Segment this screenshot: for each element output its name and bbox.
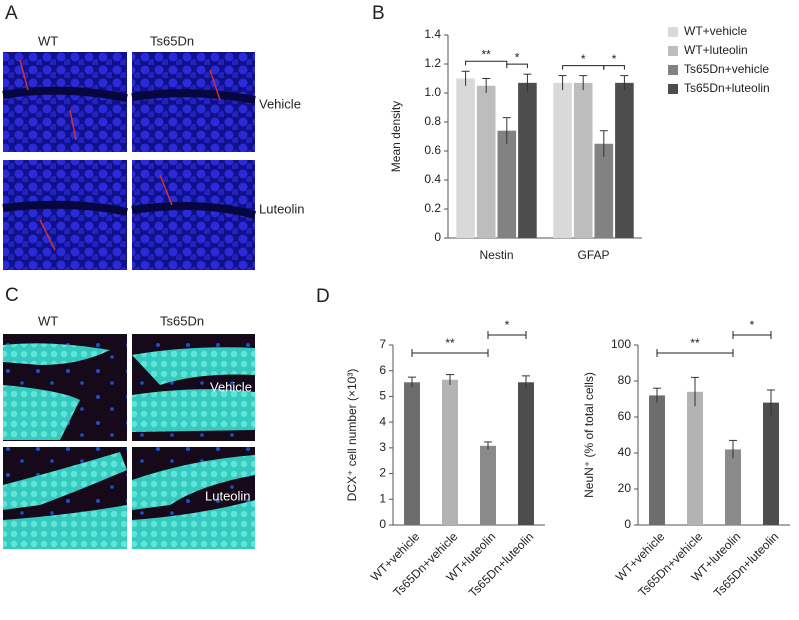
legend-label: Ts65Dn+vehicle: [684, 62, 769, 76]
y-tick-label: 0.6: [424, 143, 441, 157]
legend-swatch: [668, 84, 678, 94]
panel-letter: C: [5, 285, 19, 306]
significance-label: **: [445, 336, 455, 350]
row-label: Vehicle: [259, 96, 301, 111]
y-axis-label: Mean density: [389, 101, 403, 172]
y-tick-label: 0.4: [424, 172, 441, 186]
significance-label: *: [750, 318, 755, 332]
legend-label: WT+luteolin: [684, 43, 748, 57]
legend-label: WT+vehicle: [684, 24, 747, 38]
y-tick-label: 0.8: [424, 114, 441, 128]
y-tick-label: 1.4: [424, 27, 441, 41]
column-label: WT: [38, 33, 58, 48]
bar: [476, 85, 496, 238]
significance-label: *: [515, 50, 520, 64]
significance-bracket: [411, 349, 489, 357]
row-label: Luteolin: [205, 488, 251, 503]
bar: [725, 449, 741, 525]
image-panel-c: [3, 334, 255, 549]
significance-bracket: [465, 60, 508, 66]
y-tick-label: 5: [379, 389, 386, 403]
bar: [442, 379, 458, 525]
legend-label: Ts65Dn+luteolin: [684, 81, 770, 95]
x-tick-label: GFAP: [577, 248, 609, 262]
y-tick-label: 0.2: [424, 201, 441, 215]
significance-label: **: [690, 336, 700, 350]
bar: [763, 402, 779, 525]
y-tick-label: 7: [379, 337, 386, 351]
legend-swatch: [668, 46, 678, 56]
significance-bracket: [656, 349, 734, 357]
bar: [518, 382, 534, 525]
y-tick-label: 0: [624, 517, 631, 531]
legend-swatch: [668, 27, 678, 37]
y-tick-label: 0: [379, 517, 386, 531]
y-tick-label: 1: [379, 491, 386, 505]
bar: [456, 78, 475, 238]
image-panel-a: [2, 52, 257, 270]
column-label: Ts65Dn: [150, 33, 194, 48]
bar: [615, 82, 634, 238]
panel-letter: B: [372, 3, 385, 24]
y-tick-label: 6: [379, 363, 386, 377]
y-tick-label: 100: [611, 337, 631, 351]
significance-bracket: [562, 65, 605, 70]
y-tick-label: 2: [379, 466, 386, 480]
x-tick-label: Nestin: [479, 248, 513, 262]
significance-label: *: [581, 52, 586, 66]
bar: [687, 391, 703, 525]
y-axis-label: NeuN⁺ (% of total cells): [582, 372, 596, 498]
significance-bracket: [487, 331, 527, 339]
y-tick-label: 1.2: [424, 56, 441, 70]
y-tick-label: 40: [618, 445, 632, 459]
y-tick-label: 1.0: [424, 85, 441, 99]
significance-bracket: [603, 65, 625, 70]
significance-label: *: [505, 318, 510, 332]
y-tick-label: 80: [618, 373, 632, 387]
x-tick-label: Ts65Dn+luteolin: [711, 529, 782, 600]
bar: [553, 82, 572, 238]
y-tick-label: 0: [434, 230, 441, 244]
significance-bracket: [506, 63, 528, 69]
bar: [573, 82, 593, 238]
row-label: Luteolin: [259, 201, 305, 216]
significance-label: **: [482, 47, 492, 61]
bar: [594, 143, 614, 238]
bar: [404, 382, 420, 525]
y-tick-label: 60: [618, 409, 632, 423]
x-tick-label: Ts65Dn+luteolin: [466, 529, 537, 600]
bar: [518, 82, 537, 238]
bar: [649, 395, 665, 525]
significance-bracket: [732, 331, 772, 339]
bar: [497, 130, 517, 238]
y-tick-label: 20: [618, 481, 632, 495]
legend-swatch: [668, 65, 678, 75]
column-label: WT: [38, 313, 58, 328]
significance-label: *: [612, 52, 617, 66]
y-axis-label: DCX⁺ cell number (×10³): [345, 369, 359, 502]
y-tick-label: 4: [379, 414, 386, 428]
y-tick-label: 3: [379, 440, 386, 454]
row-label: Vehicle: [210, 379, 252, 394]
column-label: Ts65Dn: [160, 313, 204, 328]
panel-letter: A: [5, 3, 18, 24]
panel-letter: D: [316, 286, 330, 307]
bar: [480, 445, 496, 525]
